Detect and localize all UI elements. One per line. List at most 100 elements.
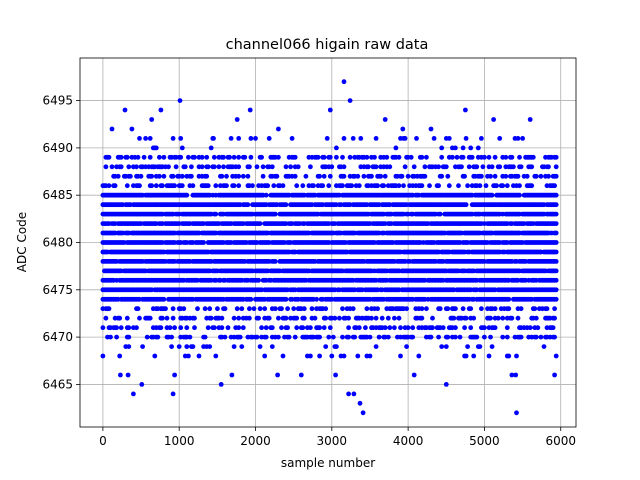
data-point: [222, 306, 228, 312]
data-point: [192, 325, 197, 331]
data-point: [396, 154, 402, 160]
data-point: [211, 325, 217, 331]
data-point: [250, 183, 255, 189]
data-point: [170, 315, 176, 321]
data-point: [466, 164, 472, 170]
data-point: [303, 173, 309, 179]
data-point: [236, 325, 242, 331]
data-point: [155, 334, 161, 340]
data-point: [369, 173, 374, 179]
data-point: [492, 306, 498, 312]
data-point: [482, 334, 487, 340]
data-point: [553, 164, 559, 170]
data-point: [357, 400, 363, 406]
data-point: [410, 325, 416, 331]
data-point: [153, 145, 159, 151]
data-point: [405, 173, 411, 179]
data-point: [221, 154, 226, 160]
data-point: [402, 136, 408, 141]
data-point: [428, 334, 434, 340]
data-point: [424, 306, 429, 312]
data-point: [236, 315, 242, 321]
data-point: [535, 325, 541, 331]
data-point: [143, 136, 149, 141]
data-point: [248, 296, 254, 302]
data-point: [265, 183, 271, 189]
data-point: [350, 136, 356, 141]
data-point: [517, 192, 522, 198]
data-point: [202, 334, 208, 340]
data-point: [215, 306, 220, 312]
data-point: [382, 117, 388, 122]
data-point: [511, 164, 516, 170]
data-point: [124, 183, 130, 189]
data-point: [398, 353, 403, 359]
data-point: [392, 325, 397, 331]
data-point: [211, 164, 217, 170]
data-point: [553, 353, 559, 359]
data-point: [170, 136, 176, 141]
data-point: [135, 154, 141, 160]
data-point: [479, 136, 484, 141]
data-point: [428, 126, 434, 132]
data-point: [405, 325, 411, 331]
data-point: [298, 372, 304, 378]
data-point: [137, 183, 142, 189]
data-point: [158, 325, 164, 331]
data-point: [117, 315, 123, 321]
data-point: [266, 136, 272, 141]
data-point: [118, 164, 124, 170]
data-point: [480, 164, 486, 170]
x-tick-label: 6000: [545, 434, 576, 448]
data-point: [109, 164, 115, 170]
data-point: [324, 136, 330, 141]
data-point: [178, 325, 184, 331]
data-point: [385, 315, 391, 321]
y-tick-label: 6485: [42, 188, 73, 202]
data-point: [229, 372, 235, 378]
data-point: [392, 315, 397, 321]
data-point: [201, 240, 207, 245]
data-point: [552, 306, 557, 312]
data-point: [419, 306, 425, 312]
data-point: [184, 192, 190, 198]
data-point: [239, 344, 245, 349]
data-point: [506, 296, 512, 302]
data-point: [224, 183, 229, 189]
data-point: [222, 334, 228, 340]
data-point: [404, 344, 409, 349]
data-point: [488, 315, 493, 321]
y-axis-label: ADC Code: [15, 212, 29, 272]
data-point: [463, 107, 468, 113]
data-point: [422, 173, 428, 179]
data-point: [469, 154, 475, 160]
data-point: [114, 334, 119, 340]
data-point: [283, 315, 289, 321]
data-point: [144, 334, 150, 340]
data-point: [231, 154, 237, 160]
data-point: [358, 136, 364, 141]
data-point: [483, 183, 489, 189]
data-point: [308, 325, 313, 331]
data-point: [192, 154, 197, 160]
data-point: [109, 126, 115, 132]
data-point: [189, 173, 194, 179]
data-point: [129, 126, 135, 132]
data-point: [446, 136, 452, 141]
data-point: [100, 353, 106, 359]
data-point: [208, 315, 214, 321]
data-point: [326, 334, 332, 340]
data-point: [378, 173, 384, 179]
data-point: [341, 136, 347, 141]
data-point: [103, 315, 109, 321]
data-point: [131, 391, 136, 397]
data-point: [445, 173, 451, 179]
data-point: [367, 353, 373, 359]
data-point: [553, 192, 559, 198]
data-point: [161, 154, 167, 160]
data-point: [276, 334, 281, 340]
data-point: [500, 315, 506, 321]
data-point: [360, 410, 366, 416]
data-point: [550, 325, 556, 331]
data-point: [216, 164, 222, 170]
